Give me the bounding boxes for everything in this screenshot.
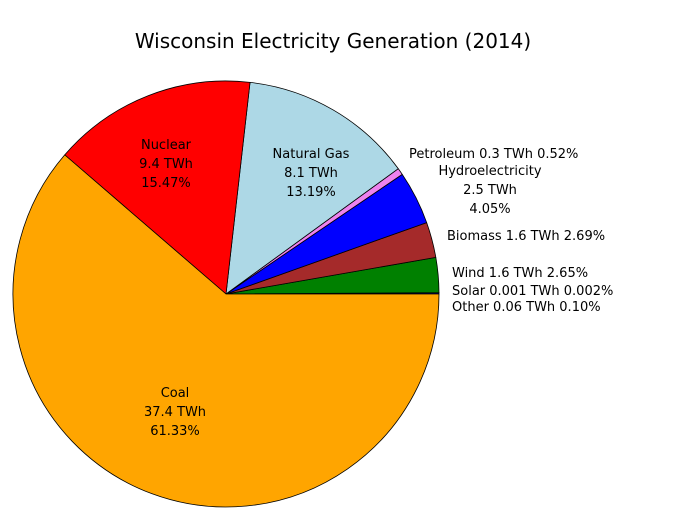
pie-slice-coal <box>12 154 440 508</box>
slice-label-hydroelectricity: Hydroelectricity 2.5 TWh 4.05% <box>438 164 541 217</box>
slice-label-wind: Wind 1.6 TWh 2.65% <box>452 266 588 281</box>
slice-label-nuclear: Nuclear 9.4 TWh 15.47% <box>139 138 193 191</box>
pie-slice-nuclear <box>64 80 251 295</box>
slice-label-biomass: Biomass 1.6 TWh 2.69% <box>447 229 605 244</box>
slice-label-coal: Coal 37.4 TWh 61.33% <box>144 386 206 439</box>
pie-slices <box>12 80 440 508</box>
slice-label-solar: Solar 0.001 TWh 0.002% <box>452 284 613 299</box>
slice-label-natural-gas: Natural Gas 8.1 TWh 13.19% <box>273 147 350 200</box>
chart-title: Wisconsin Electricity Generation (2014) <box>135 29 531 53</box>
slice-label-other: Other 0.06 TWh 0.10% <box>452 300 601 315</box>
pie-slice-natural-gas <box>225 81 399 295</box>
slice-label-petroleum: Petroleum 0.3 TWh 0.52% <box>409 147 578 162</box>
pie-labels: Other 0.06 TWh 0.10%Solar 0.001 TWh 0.00… <box>139 138 613 439</box>
